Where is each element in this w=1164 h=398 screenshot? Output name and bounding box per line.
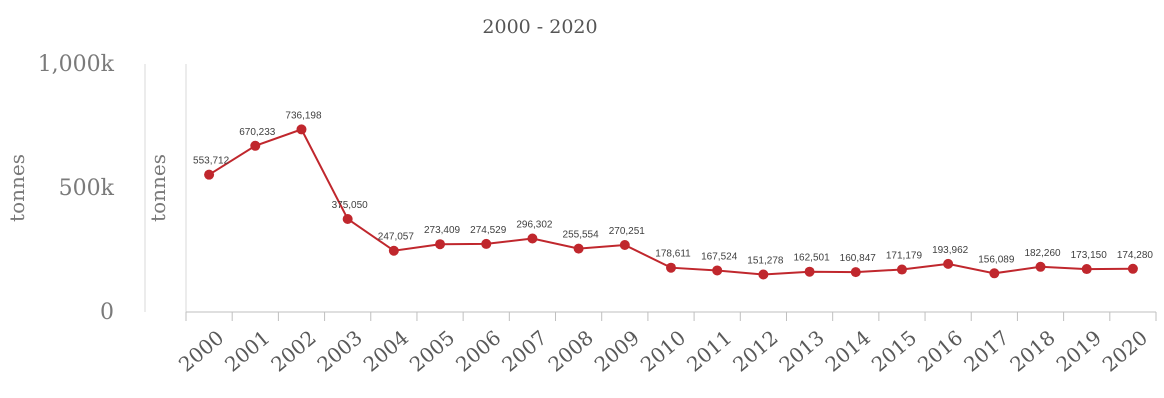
data-point: [342, 213, 353, 224]
x-tick-label: 2003: [312, 325, 366, 376]
data-label: 274,529: [470, 225, 507, 236]
data-label: 174,280: [1117, 250, 1154, 261]
x-tick-label: 2013: [774, 325, 828, 376]
data-point: [250, 140, 261, 151]
x-tick-label: 2004: [359, 325, 413, 376]
y-tick-label: 0: [100, 300, 114, 325]
data-point: [573, 243, 584, 254]
data-point: [850, 267, 861, 278]
y-axis-label-outer: tonnes: [5, 154, 29, 222]
x-tick-label: 2006: [451, 325, 505, 376]
x-tick-label: 2011: [682, 325, 736, 376]
x-tick-label: 2009: [590, 325, 644, 376]
data-point: [527, 233, 538, 244]
x-tick-label: 2012: [728, 325, 782, 376]
data-point: [435, 239, 446, 250]
data-point: [758, 269, 769, 280]
data-point: [388, 245, 399, 256]
data-label: 247,057: [378, 232, 415, 243]
y-axis-ticks: 0 500k 1,000k: [38, 52, 115, 325]
data-point: [619, 239, 630, 250]
data-point: [943, 258, 954, 269]
data-label: 296,302: [516, 220, 553, 231]
data-label: 553,712: [193, 156, 230, 167]
data-points: [204, 124, 1138, 280]
data-point: [1081, 264, 1092, 275]
data-labels: 553,712 670,233 736,198 375,050 247,057 273,4…: [193, 110, 1153, 266]
x-tick-label: 2014: [821, 325, 875, 376]
x-axis-labels: 2000200120022003200420052006200720082009…: [174, 325, 1152, 376]
y-axis-label-inner: tonnes: [146, 154, 170, 222]
x-tick-label: 2015: [867, 325, 921, 376]
data-label: 736,198: [285, 110, 322, 121]
data-point: [296, 124, 307, 135]
y-tick-label: 1,000k: [38, 52, 115, 77]
data-label: 270,251: [609, 226, 646, 237]
data-point: [1127, 263, 1138, 274]
x-tick-label: 2007: [497, 325, 551, 376]
x-tick-label: 2017: [959, 325, 1013, 376]
chart-title: 2000 - 2020: [482, 16, 597, 38]
data-label: 160,847: [840, 253, 877, 264]
data-label: 193,962: [932, 245, 969, 256]
data-label: 151,278: [747, 255, 784, 266]
data-point: [896, 264, 907, 275]
data-point: [481, 238, 492, 249]
data-label: 156,089: [978, 254, 1015, 265]
data-point: [804, 266, 815, 277]
data-label: 255,554: [563, 230, 600, 241]
x-tick-label: 2000: [174, 325, 228, 376]
x-tick-label: 2008: [543, 325, 597, 376]
data-point: [989, 268, 1000, 279]
x-axis-ticks: [185, 312, 1157, 321]
x-tick-label: 2020: [1098, 325, 1152, 376]
x-tick-label: 2018: [1005, 325, 1059, 376]
data-point: [666, 262, 676, 273]
data-label: 670,233: [239, 127, 276, 138]
x-tick-label: 2005: [405, 325, 459, 376]
data-label: 173,150: [1071, 250, 1108, 261]
data-label: 375,050: [332, 200, 369, 211]
x-tick-label: 2019: [1052, 325, 1106, 376]
data-label: 182,260: [1024, 248, 1061, 259]
y-tick-label: 500k: [59, 176, 115, 201]
data-label: 178,611: [655, 249, 691, 260]
x-tick-label: 2002: [266, 325, 320, 376]
x-tick-label: 2001: [220, 325, 274, 376]
data-point: [1035, 261, 1046, 272]
data-point: [204, 169, 215, 180]
data-label: 167,524: [701, 251, 738, 262]
data-label: 171,179: [886, 251, 923, 262]
data-point: [712, 265, 723, 276]
x-tick-label: 2010: [636, 325, 690, 376]
data-label: 273,409: [424, 225, 461, 236]
x-tick-label: 2016: [913, 325, 967, 376]
data-label: 162,501: [793, 253, 830, 264]
